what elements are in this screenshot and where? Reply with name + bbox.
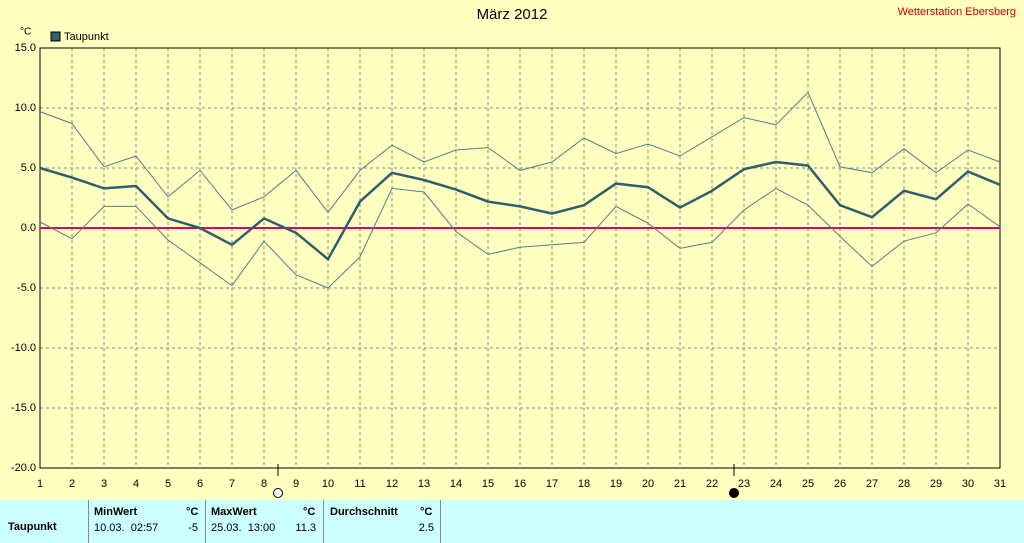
x-tick-label: 17 [546, 478, 558, 490]
x-tick-label: 31 [994, 478, 1006, 490]
x-tick-label: 8 [261, 478, 267, 490]
x-tick-label: 5 [165, 478, 171, 490]
x-tick-label: 20 [642, 478, 654, 490]
cell-border [88, 500, 89, 543]
x-tick-label: 28 [898, 478, 910, 490]
cell-border [323, 500, 324, 543]
x-tick-label: 12 [386, 478, 398, 490]
x-tick-label: 2 [69, 478, 75, 490]
x-tick-label: 18 [578, 478, 590, 490]
x-tick-label: 7 [229, 478, 235, 490]
moon-icon [729, 488, 739, 498]
x-tick-label: 14 [450, 478, 462, 490]
x-tick-label: 4 [133, 478, 139, 490]
station-name: Wetterstation Ebersberg [898, 6, 1016, 18]
y-tick-label: -5.0 [17, 282, 36, 294]
y-axis-label: °C [20, 27, 31, 38]
x-tick-label: 19 [610, 478, 622, 490]
x-tick-label: 30 [962, 478, 974, 490]
x-tick-label: 26 [834, 478, 846, 490]
x-tick-label: 15 [482, 478, 494, 490]
plot-frame [39, 47, 1001, 469]
y-tick-label: 0.0 [21, 222, 36, 234]
moon-icon [273, 488, 283, 498]
x-tick-label: 11 [354, 478, 365, 490]
header: °C [186, 506, 199, 518]
row-label: Taupunkt [8, 521, 57, 533]
cell: -5 [188, 522, 198, 534]
series-line [39, 160, 1001, 262]
x-tick-label: 16 [514, 478, 526, 490]
series-line [39, 187, 1001, 289]
cell-border [440, 500, 441, 543]
x-tick-label: 22 [706, 478, 718, 490]
x-tick-label: 25 [802, 478, 814, 490]
y-tick-label: 10.0 [15, 102, 36, 114]
legend-label: Taupunkt [64, 31, 109, 43]
stats-table: MinWert °C MaxWert °C Durchschnitt °C Ta… [0, 500, 1024, 543]
y-tick-label: -15.0 [11, 402, 36, 414]
header: °C [420, 506, 433, 518]
series-line [39, 91, 1001, 214]
x-tick-label: 3 [101, 478, 107, 490]
x-tick-label: 1 [37, 478, 43, 490]
cell: 25.03. 13:00 [211, 522, 276, 534]
x-tick-label: 27 [866, 478, 878, 490]
cell: 2.5 [418, 522, 434, 534]
x-tick-label: 29 [930, 478, 942, 490]
x-tick-label: 21 [674, 478, 686, 490]
cell-border [205, 500, 206, 543]
header: MaxWert [211, 506, 257, 518]
header: °C [303, 506, 316, 518]
x-tick-label: 9 [293, 478, 299, 490]
legend-swatch [50, 31, 61, 42]
x-tick-label: 13 [418, 478, 430, 490]
chart-title: März 2012 [477, 6, 548, 23]
cell: 11.3 [295, 522, 316, 534]
y-tick-label: -20.0 [11, 462, 36, 474]
chart: März 2012 Wetterstation Ebersberg °C -20… [11, 6, 1016, 498]
x-tick-label: 6 [197, 478, 203, 490]
y-tick-label: 5.0 [21, 162, 36, 174]
y-tick-label: 15.0 [15, 42, 36, 54]
y-tick-label: -10.0 [11, 342, 36, 354]
header: Durchschnitt [330, 506, 398, 518]
x-tick-label: 24 [770, 478, 782, 490]
cell: 10.03. 02:57 [94, 522, 159, 534]
x-tick-label: 23 [738, 478, 750, 490]
header: MinWert [94, 506, 138, 518]
x-tick-label: 10 [322, 478, 334, 490]
